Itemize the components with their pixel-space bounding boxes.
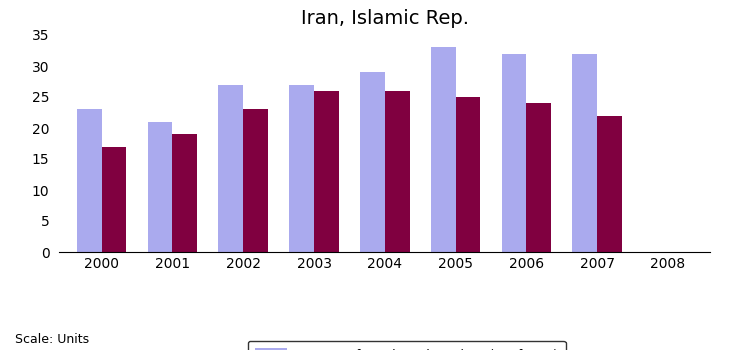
Bar bbox=[526, 103, 551, 252]
Bar bbox=[77, 110, 101, 252]
Bar bbox=[360, 72, 385, 252]
Bar bbox=[218, 85, 243, 252]
Bar bbox=[431, 47, 456, 252]
Bar bbox=[243, 110, 268, 252]
Bar bbox=[502, 54, 526, 252]
Bar bbox=[385, 91, 409, 252]
Bar bbox=[314, 91, 339, 252]
Bar bbox=[172, 134, 198, 252]
Text: Scale: Units: Scale: Units bbox=[15, 333, 89, 346]
Bar bbox=[101, 147, 127, 252]
Legend: Exports of goods and services (% of GDP), Imports of goods and services (% of GD: Exports of goods and services (% of GDP)… bbox=[248, 341, 565, 350]
Bar bbox=[148, 122, 172, 252]
Title: Iran, Islamic Rep.: Iran, Islamic Rep. bbox=[300, 9, 469, 28]
Bar bbox=[597, 116, 622, 252]
Bar bbox=[289, 85, 314, 252]
Bar bbox=[456, 97, 480, 252]
Bar bbox=[572, 54, 597, 252]
